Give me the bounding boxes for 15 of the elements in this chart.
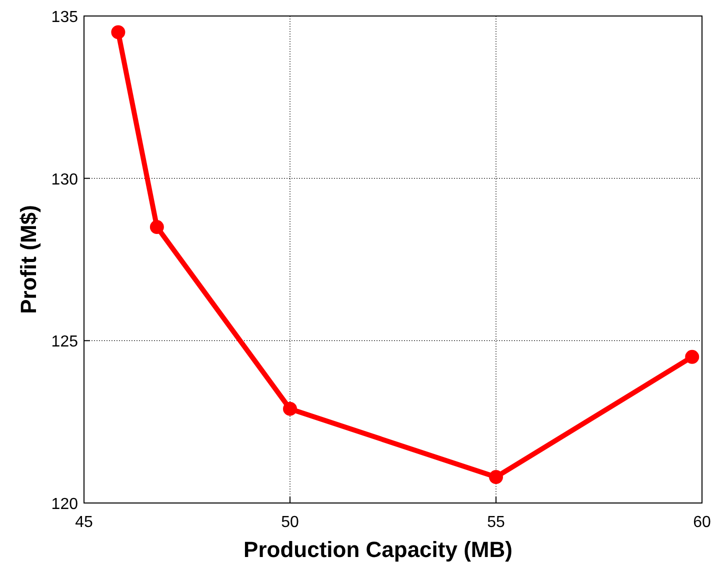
point	[685, 350, 700, 364]
y-axis-title: Profit (M$)	[16, 205, 41, 314]
point	[283, 402, 297, 416]
x-tick-label: 55	[487, 514, 505, 531]
point	[111, 25, 126, 40]
x-axis-title: Production Capacity (MB)	[244, 537, 512, 562]
x-tick-label: 50	[281, 514, 299, 531]
y-tick-label: 130	[51, 171, 78, 188]
point	[150, 220, 164, 234]
y-tick-label: 120	[51, 496, 78, 513]
x-tick-label: 45	[75, 514, 93, 531]
y-tick-label: 125	[51, 334, 78, 351]
point	[489, 470, 503, 484]
x-tick-label: 60	[693, 514, 711, 531]
y-tick-label: 135	[51, 9, 78, 26]
